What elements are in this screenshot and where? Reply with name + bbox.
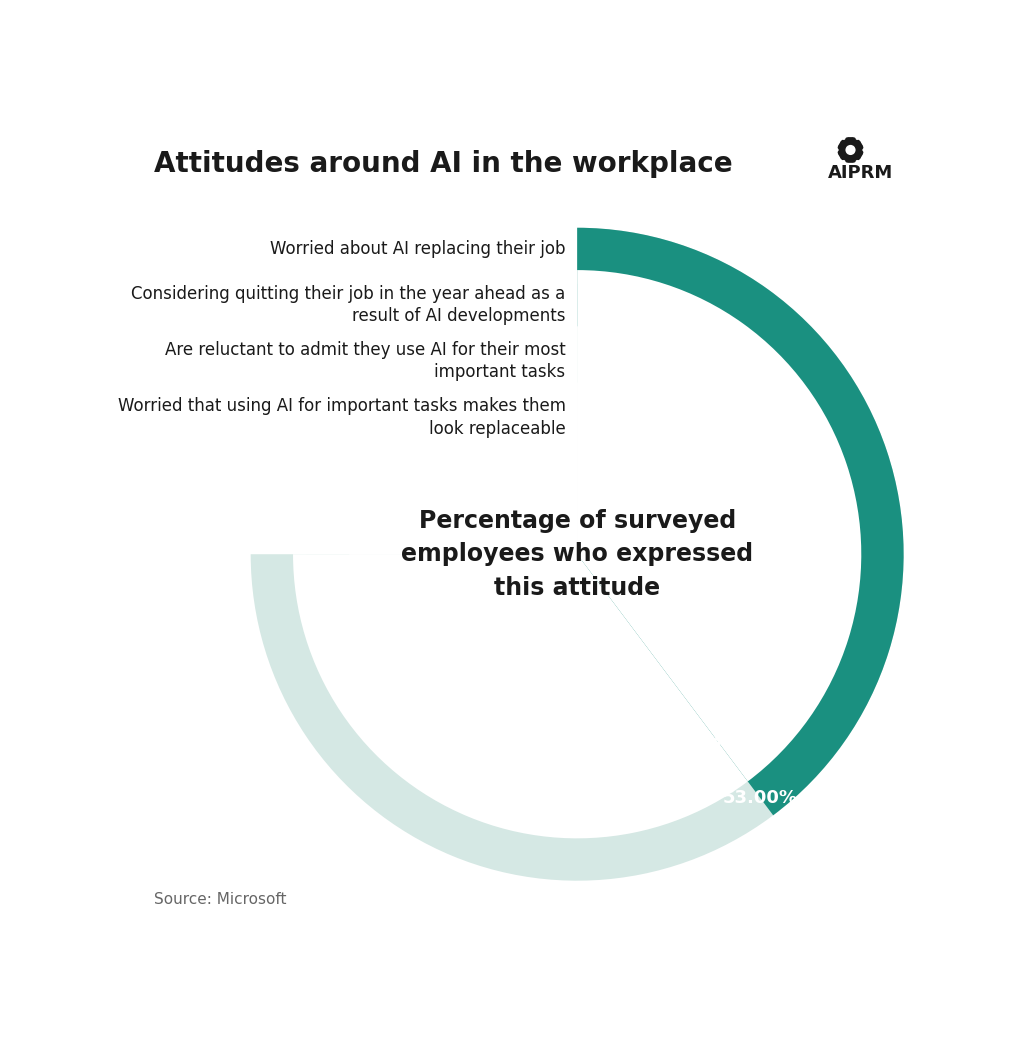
Ellipse shape xyxy=(838,137,856,149)
Wedge shape xyxy=(293,270,861,839)
Wedge shape xyxy=(578,397,735,636)
Wedge shape xyxy=(578,227,903,815)
Wedge shape xyxy=(462,439,692,670)
Wedge shape xyxy=(578,270,861,782)
Wedge shape xyxy=(419,397,735,712)
Wedge shape xyxy=(364,340,792,768)
Text: Percentage of surveyed
employees who expressed
this attitude: Percentage of surveyed employees who exp… xyxy=(401,509,754,600)
Ellipse shape xyxy=(854,140,862,160)
Ellipse shape xyxy=(839,140,847,160)
Text: Considering quitting their job in the year ahead as a
result of AI developments: Considering quitting their job in the ye… xyxy=(131,285,565,325)
Text: 45.00%: 45.00% xyxy=(656,617,731,634)
Text: 52.00%: 52.00% xyxy=(698,737,773,756)
Wedge shape xyxy=(406,383,749,726)
Ellipse shape xyxy=(845,151,863,163)
Wedge shape xyxy=(349,326,805,783)
Text: Attitudes around AI in the workplace: Attitudes around AI in the workplace xyxy=(154,149,732,177)
Wedge shape xyxy=(578,284,848,763)
Ellipse shape xyxy=(838,151,856,163)
Wedge shape xyxy=(307,284,848,824)
Wedge shape xyxy=(578,383,749,651)
Wedge shape xyxy=(251,227,903,880)
Text: Worried about AI replacing their job: Worried about AI replacing their job xyxy=(270,240,565,257)
Text: AIPRM: AIPRM xyxy=(827,164,893,182)
Text: 53.00%: 53.00% xyxy=(723,789,798,808)
Text: Are reluctant to admit they use AI for their most
important tasks: Are reluctant to admit they use AI for t… xyxy=(165,342,565,381)
Wedge shape xyxy=(578,340,792,675)
Text: Source: Microsoft: Source: Microsoft xyxy=(154,892,286,907)
Text: Worried that using AI for important tasks makes them
look replaceable: Worried that using AI for important task… xyxy=(118,398,565,438)
Circle shape xyxy=(846,145,856,155)
Text: 46.00%: 46.00% xyxy=(699,654,774,672)
Wedge shape xyxy=(578,439,692,614)
Ellipse shape xyxy=(845,137,863,149)
Wedge shape xyxy=(578,326,805,730)
